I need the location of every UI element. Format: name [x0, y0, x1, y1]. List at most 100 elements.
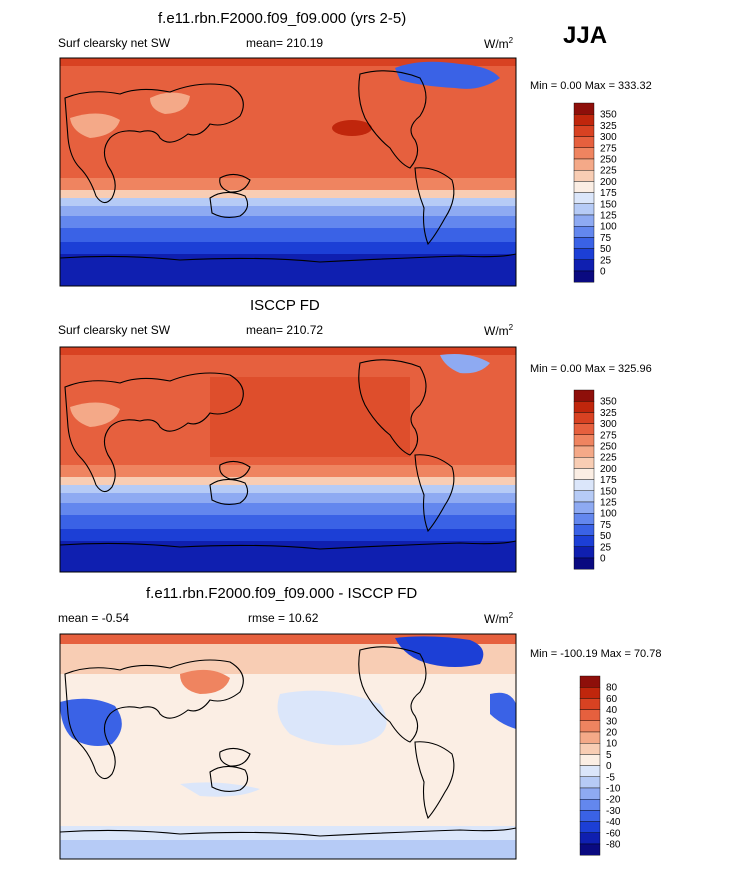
colorbar-swatch — [579, 754, 601, 766]
colorbar-swatch — [573, 270, 595, 283]
colorbar-swatch — [573, 423, 595, 435]
colorbar-swatch — [573, 557, 595, 570]
colorbar-tick-label: -60 — [606, 828, 621, 839]
colorbar-swatch — [579, 765, 601, 777]
colorbar-tick-label: 25 — [600, 255, 612, 266]
colorbar-tick-label: 25 — [600, 542, 612, 553]
colorbar-swatch — [579, 720, 601, 733]
panel-3-map — [59, 633, 517, 860]
colorbar-tick-label: 50 — [600, 531, 612, 542]
colorbar-tick-label: 60 — [606, 694, 618, 705]
colorbar-tick-label: 300 — [600, 132, 617, 143]
colorbar-tick-label: 125 — [600, 498, 617, 509]
panel-3-mean-label: mean = -0.54 — [58, 611, 130, 625]
colorbar-tick-label: 20 — [606, 728, 618, 739]
colorbar-swatch — [573, 136, 595, 148]
colorbar-swatch — [573, 501, 595, 514]
colorbar-swatch — [573, 456, 595, 469]
colorbar-swatch — [573, 512, 595, 525]
colorbar-swatch — [573, 412, 595, 424]
colorbar-swatch — [573, 259, 595, 272]
colorbar-swatch — [573, 524, 595, 536]
colorbar-swatch — [573, 434, 595, 447]
colorbar-tick-label: 100 — [600, 509, 617, 520]
colorbar-swatch — [573, 192, 595, 204]
colorbar-tick-label: -40 — [606, 817, 621, 828]
colorbar-tick-label: 200 — [600, 464, 617, 475]
colorbar-tick-label: 275 — [600, 430, 617, 441]
colorbar-tick-label: -5 — [606, 772, 615, 783]
colorbar-swatch — [573, 248, 595, 261]
colorbar-tick-label: 0 — [600, 267, 606, 278]
colorbar-tick-label: 80 — [606, 683, 618, 694]
colorbar-tick-label: 125 — [600, 211, 617, 222]
colorbar-tick-label: 250 — [600, 442, 617, 453]
panel-3-units: W/m2 — [484, 611, 514, 626]
panel-2-field-label: Surf clearsky net SW — [58, 323, 171, 337]
colorbar-tick-label: 30 — [606, 716, 618, 727]
panel-2-map — [59, 346, 517, 573]
colorbar-swatch — [579, 787, 601, 800]
colorbar-swatch — [573, 445, 595, 458]
colorbar-swatch — [579, 798, 601, 811]
colorbar-tick-label: 175 — [600, 188, 617, 199]
colorbar-swatch — [579, 843, 601, 856]
colorbar-tick-label: 0 — [600, 554, 606, 565]
colorbar-tick-label: 10 — [606, 739, 618, 750]
colorbar-swatch — [579, 698, 601, 710]
colorbar-tick-label: 325 — [600, 408, 617, 419]
colorbar-tick-label: 5 — [606, 750, 612, 761]
colorbar-tick-label: 300 — [600, 419, 617, 430]
colorbar-swatch — [579, 776, 601, 789]
colorbar-tick-label: 325 — [600, 121, 617, 132]
colorbar-swatch — [579, 742, 601, 755]
colorbar-swatch — [573, 225, 595, 238]
colorbar-swatch — [579, 675, 601, 688]
panel-2-colorbar-swatches — [573, 389, 595, 570]
colorbar-tick-label: 350 — [600, 110, 617, 121]
colorbar-swatch — [573, 237, 595, 249]
panel-3-colorbar-swatches — [579, 675, 601, 856]
colorbar-swatch — [573, 125, 595, 137]
colorbar-swatch — [573, 490, 595, 503]
colorbar-tick-label: 350 — [600, 397, 617, 408]
colorbar-tick-label: -80 — [606, 840, 621, 851]
panel-1-title: f.e11.rbn.F2000.f09_f09.000 (yrs 2-5) — [158, 10, 407, 27]
colorbar-swatch — [579, 810, 601, 822]
colorbar-tick-label: -30 — [606, 806, 621, 817]
panel-2-units: W/m2 — [484, 323, 514, 338]
colorbar-swatch — [573, 169, 595, 182]
colorbar-tick-label: -10 — [606, 784, 621, 795]
colorbar-tick-label: 150 — [600, 486, 617, 497]
colorbar-swatch — [573, 203, 595, 216]
colorbar-tick-label: 175 — [600, 475, 617, 486]
colorbar-swatch — [579, 709, 601, 721]
panel-1-units: W/m2 — [484, 36, 514, 51]
colorbar-swatch — [573, 535, 595, 548]
panel-3-minmax: Min = -100.19 Max = 70.78 — [530, 648, 662, 660]
colorbar-swatch — [573, 113, 595, 126]
colorbar-tick-label: 0 — [606, 761, 612, 772]
colorbar-swatch — [573, 468, 595, 480]
colorbar-swatch — [579, 686, 601, 699]
panel-1-colorbar-swatches — [573, 102, 595, 283]
colorbar-tick-label: 75 — [600, 520, 612, 531]
colorbar-swatch — [573, 147, 595, 160]
colorbar-tick-label: 225 — [600, 453, 617, 464]
panel-2-title: ISCCP FD — [250, 297, 320, 314]
colorbar-tick-label: 150 — [600, 199, 617, 210]
colorbar-swatch — [573, 400, 595, 413]
panel-1-map — [59, 57, 517, 287]
colorbar-tick-label: 250 — [600, 155, 617, 166]
colorbar-swatch — [573, 158, 595, 171]
colorbar-tick-label: -20 — [606, 795, 621, 806]
colorbar-tick-label: 40 — [606, 705, 618, 716]
colorbar-swatch — [573, 479, 595, 491]
panel-1-field-label: Surf clearsky net SW — [58, 36, 171, 50]
